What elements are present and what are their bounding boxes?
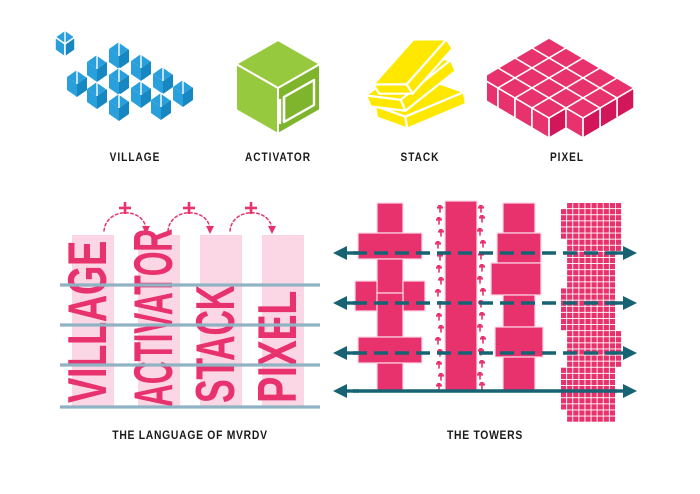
tower-pixel <box>561 203 622 422</box>
pixel-icon <box>487 30 647 145</box>
language-operator-arrowheads <box>142 226 276 234</box>
stack-icon <box>340 30 500 145</box>
icon-label-pixel: PIXEL <box>549 152 585 164</box>
icon-cell-village: VILLAGE <box>55 30 215 180</box>
tower-activator <box>435 200 486 392</box>
icon-row: VILLAGE ACTIVATOR <box>0 30 700 180</box>
svg-text:STACK: STACK <box>184 285 245 403</box>
language-panel: VILLAGE ACTIVATOR STACK PIXEL <box>60 195 320 455</box>
svg-text:VILLAGE: VILLAGE <box>60 241 118 403</box>
language-words: VILLAGE ACTIVATOR STACK PIXEL <box>60 229 308 407</box>
towers-panel-caption: THE TOWERS <box>446 430 524 442</box>
icon-cell-pixel: PIXEL <box>487 30 647 180</box>
language-panel-caption: THE LANGUAGE OF MVRDV <box>112 430 268 442</box>
icon-cell-activator: ACTIVATOR <box>198 30 358 180</box>
language-plus-signs <box>119 202 257 214</box>
language-columns <box>72 235 304 407</box>
svg-text:ACTIVATOR: ACTIVATOR <box>122 229 183 407</box>
language-floor-lines <box>60 283 320 409</box>
towers-floor-lines <box>353 251 617 393</box>
icon-label-stack: STACK <box>400 152 440 164</box>
icon-cell-stack: STACK <box>340 30 500 180</box>
towers-panel <box>325 195 645 455</box>
svg-text:PIXEL: PIXEL <box>246 291 307 403</box>
tower-village <box>354 202 426 392</box>
tower-stack <box>490 202 544 392</box>
icon-label-activator: ACTIVATOR <box>244 152 312 164</box>
towers-arrows <box>333 246 637 398</box>
icon-label-village: VILLAGE <box>109 152 161 164</box>
village-icon <box>55 30 215 145</box>
activator-icon <box>198 30 358 145</box>
towers-arrow-tails <box>345 251 625 393</box>
